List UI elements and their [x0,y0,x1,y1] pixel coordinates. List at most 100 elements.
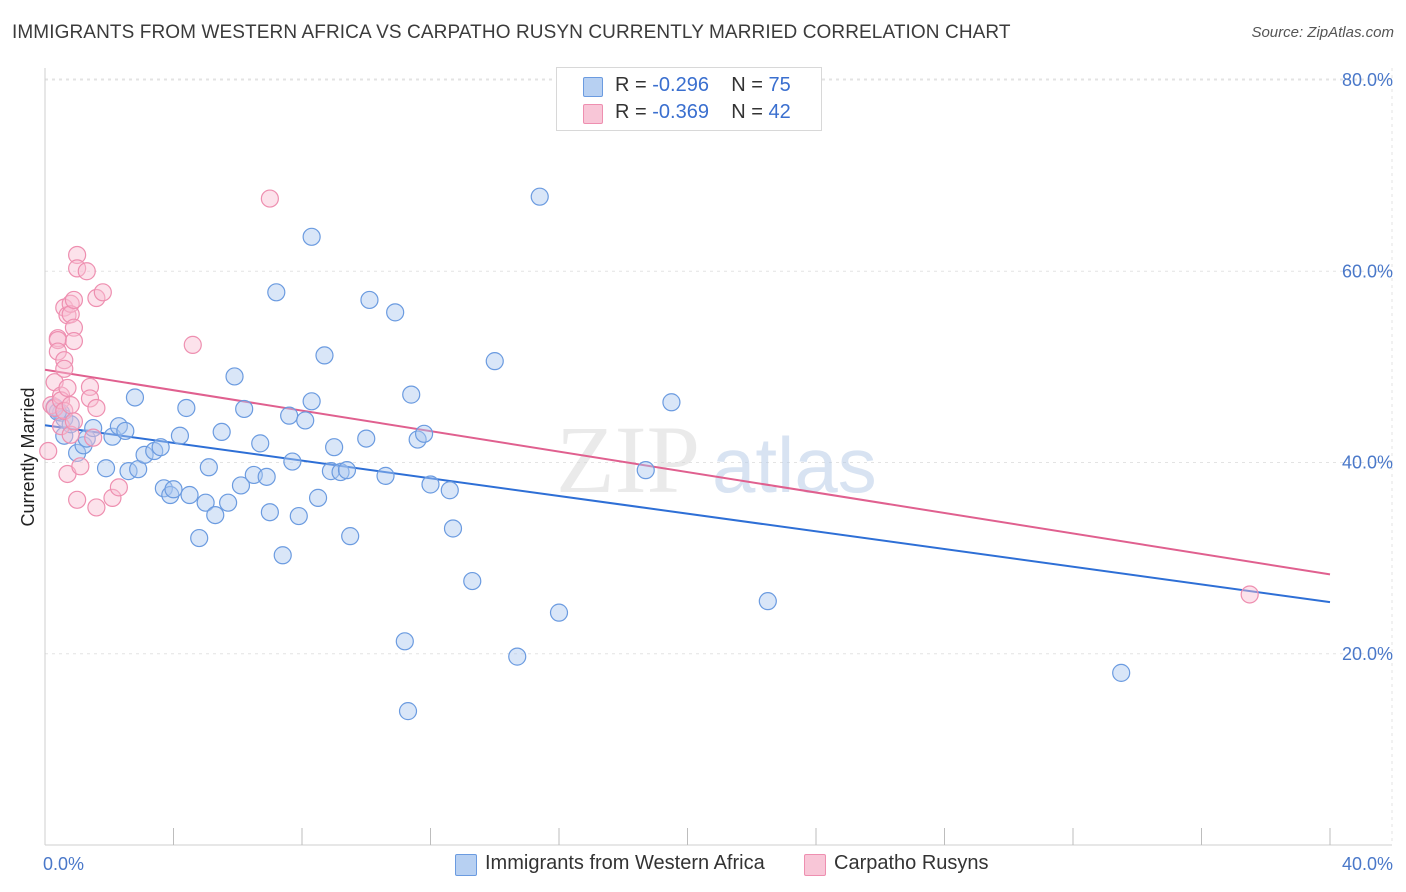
data-point-western-africa [267,283,286,302]
watermark-atlas: atlas [712,421,877,509]
data-point-western-africa [315,346,334,365]
data-point-western-africa [260,503,279,522]
data-point-carpatho-rusyns [71,457,90,476]
series-western-africa [45,187,1131,721]
data-point-western-africa [55,426,74,445]
trend-line-western-africa [44,424,1331,604]
data-point-western-africa [289,506,308,526]
data-point-western-africa [662,393,681,412]
data-point-western-africa [549,603,569,622]
data-point-carpatho-rusyns [77,262,96,281]
legend-n-label: N = [731,74,769,96]
data-point-western-africa [225,367,244,386]
data-point-western-africa [84,418,103,438]
data-point-carpatho-rusyns [64,318,84,337]
data-point-western-africa [231,476,251,495]
data-point-western-africa [758,592,777,611]
data-point-carpatho-rusyns [55,359,74,378]
legend-n-value: 75 [768,74,791,96]
data-point-carpatho-rusyns [260,189,279,208]
data-point-western-africa [273,546,292,565]
data-point-western-africa [325,438,344,457]
data-point-western-africa [530,187,549,206]
legend-swatch-pink [583,104,603,124]
bottom-legend-label: Immigrants from Western Africa [485,852,765,874]
data-point-carpatho-rusyns [109,478,128,497]
data-point-carpatho-rusyns [64,412,84,431]
data-point-western-africa [135,445,154,464]
data-point-western-africa [180,485,199,505]
data-point-western-africa [308,488,328,507]
data-point-western-africa [96,459,116,478]
data-point-western-africa [395,632,414,651]
data-point-western-africa [283,452,302,471]
data-point-carpatho-rusyns [68,245,87,265]
data-point-western-africa [463,571,482,591]
data-point-carpatho-rusyns [183,335,202,354]
data-point-western-africa [636,461,655,480]
data-point-western-africa [154,479,173,498]
data-point-western-africa [151,438,170,457]
data-point-western-africa [190,528,209,548]
data-point-western-africa [161,485,180,505]
legend-r-value: -0.296 [652,74,709,96]
data-point-western-africa [337,461,357,480]
data-point-carpatho-rusyns [87,398,106,418]
data-point-carpatho-rusyns [68,490,87,509]
x-tick-label: 40.0% [1342,854,1393,874]
data-point-western-africa [280,406,299,425]
data-point-carpatho-rusyns [80,389,100,408]
legend-n-label: N = [731,101,769,123]
data-point-western-africa [414,424,434,443]
data-point-carpatho-rusyns [87,498,106,517]
y-tick-label: 80.0% [1342,70,1393,90]
legend-r-label: R = [615,101,653,123]
data-point-carpatho-rusyns [58,378,77,398]
data-point-western-africa [443,519,463,538]
legend-r-label: R = [615,74,653,96]
data-point-western-africa [251,434,270,453]
axes [44,68,1392,846]
legend-r-value: -0.369 [652,101,709,123]
data-point-western-africa [302,392,321,411]
data-point-western-africa [116,421,135,441]
data-point-western-africa [360,290,379,310]
data-point-western-africa [206,505,225,525]
tick-labels: 20.0% 40.0% 60.0% 80.0% 0.0% 40.0% [43,70,1393,874]
data-point-western-africa [235,399,254,419]
data-point-western-africa [331,462,350,482]
data-point-carpatho-rusyns [39,441,58,461]
data-point-western-africa [357,429,376,448]
data-point-western-africa [508,647,527,666]
data-point-carpatho-rusyns [61,305,80,324]
data-point-carpatho-rusyns [1240,585,1259,604]
data-point-carpatho-rusyns [64,331,84,351]
data-point-carpatho-rusyns [84,428,103,447]
data-points [39,187,1259,721]
data-point-western-africa [398,702,418,721]
data-point-western-africa [421,475,440,494]
data-point-western-africa [376,466,395,485]
watermark: ZIP atlas [556,406,877,513]
data-point-western-africa [485,352,504,371]
data-point-western-africa [440,481,459,500]
data-point-carpatho-rusyns [103,488,122,507]
data-point-western-africa [257,467,276,486]
data-point-western-africa [196,493,215,512]
data-point-carpatho-rusyns [61,425,80,444]
data-point-western-africa [164,480,183,499]
data-point-western-africa [219,493,238,512]
data-point-carpatho-rusyns [64,290,84,310]
data-point-carpatho-rusyns [61,396,80,415]
y-axis-label: Currently Married [18,387,38,526]
data-point-western-africa [177,398,196,418]
data-point-western-africa [199,458,218,477]
data-point-western-africa [1112,663,1131,682]
data-point-western-africa [296,411,315,430]
data-point-western-africa [341,527,360,546]
data-point-western-africa [212,422,231,441]
chart-source: Source: ZipAtlas.com [1251,24,1394,41]
bottom-legend-label: Carpatho Rusyns [834,852,989,874]
watermark-zip: ZIP [556,406,700,513]
